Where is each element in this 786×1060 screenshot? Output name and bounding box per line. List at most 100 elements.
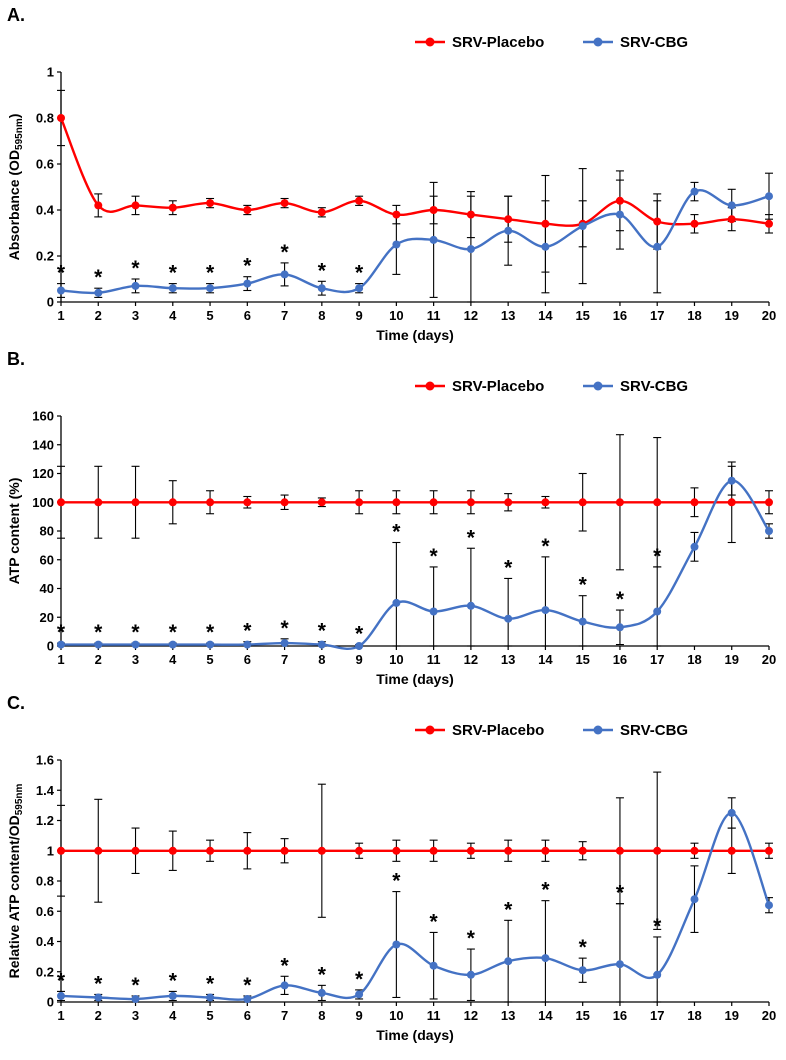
data-point [392, 940, 401, 949]
x-tick-label: 10 [389, 308, 403, 323]
x-tick-label: 15 [575, 652, 589, 667]
y-tick-label: 0.2 [36, 249, 54, 264]
y-tick-label: 100 [32, 495, 54, 510]
data-point [392, 598, 401, 607]
data-point [690, 219, 699, 228]
data-point [392, 240, 401, 249]
data-point [727, 498, 736, 507]
data-point [94, 201, 103, 210]
data-point [504, 215, 513, 224]
x-tick-label: 19 [725, 1008, 739, 1023]
x-tick-label: 3 [132, 1008, 139, 1023]
data-point [578, 846, 587, 855]
data-point [653, 607, 662, 616]
data-point [243, 498, 252, 507]
x-tick-label: 19 [725, 308, 739, 323]
data-point [466, 970, 475, 979]
data-point [94, 993, 103, 1002]
data-point [653, 242, 662, 251]
data-point [541, 954, 550, 963]
data-point [578, 222, 587, 231]
x-tick-label: 8 [318, 652, 325, 667]
data-point [317, 640, 326, 649]
data-point [243, 279, 252, 288]
x-tick-label: 4 [169, 652, 177, 667]
data-point [765, 901, 773, 910]
data-point [727, 808, 736, 817]
x-tick-label: 14 [538, 308, 553, 323]
data-point [578, 966, 587, 975]
series-line [60, 188, 770, 295]
significance-asterisk: * [206, 262, 215, 285]
data-point [57, 640, 65, 649]
x-tick-label: 5 [206, 652, 213, 667]
data-point [541, 606, 550, 615]
data-point [57, 286, 65, 295]
x-tick-label: 4 [169, 1008, 177, 1023]
y-tick-label: 1 [47, 843, 54, 858]
data-point [131, 640, 140, 649]
significance-asterisk: * [169, 621, 178, 644]
data-point [429, 235, 438, 244]
data-point [94, 288, 103, 297]
data-point [392, 498, 401, 507]
y-tick-label: 40 [40, 581, 54, 596]
data-point [168, 203, 177, 212]
x-axis-label: Time (days) [376, 1027, 454, 1043]
x-tick-label: 14 [538, 1008, 553, 1023]
data-point [429, 498, 438, 507]
significance-asterisk: * [579, 574, 588, 597]
significance-asterisk: * [243, 620, 252, 643]
x-tick-label: 15 [575, 308, 589, 323]
data-point [392, 210, 401, 219]
x-tick-label: 17 [650, 652, 664, 667]
data-point [355, 642, 364, 650]
x-tick-label: 20 [762, 308, 776, 323]
y-tick-label: 1 [47, 65, 54, 80]
data-point [578, 617, 587, 626]
data-point [504, 226, 513, 235]
data-point [94, 846, 103, 855]
legend-marker [425, 37, 435, 47]
x-tick-label: 9 [355, 308, 362, 323]
x-tick-label: 7 [281, 308, 288, 323]
data-point [653, 846, 662, 855]
legend-marker [593, 725, 603, 735]
y-tick-label: 0.4 [36, 934, 55, 949]
data-point [206, 199, 215, 208]
y-tick-label: 0.8 [36, 874, 54, 889]
significance-asterisk: * [57, 621, 66, 644]
data-point [429, 846, 438, 855]
significance-asterisk: * [280, 241, 289, 264]
y-tick-label: 60 [40, 552, 54, 567]
significance-asterisk: * [94, 972, 103, 995]
data-point [131, 846, 140, 855]
data-point [317, 498, 326, 507]
significance-asterisk: * [392, 870, 401, 893]
significance-asterisk: * [243, 974, 252, 997]
data-point [615, 196, 624, 205]
y-axis-label: ATP content (%) [6, 478, 22, 585]
significance-asterisk: * [355, 623, 364, 646]
legend-label: SRV-Placebo [452, 378, 544, 395]
significance-asterisk: * [318, 620, 327, 643]
data-point [690, 846, 699, 855]
significance-asterisk: * [206, 972, 215, 995]
data-point [94, 498, 103, 507]
data-point [280, 639, 289, 648]
data-point [504, 614, 513, 623]
x-tick-label: 5 [206, 308, 213, 323]
data-point [765, 846, 773, 855]
x-tick-label: 18 [687, 652, 701, 667]
x-tick-label: 10 [389, 1008, 403, 1023]
y-tick-label: 0 [47, 295, 54, 310]
significance-asterisk: * [131, 621, 140, 644]
data-point [653, 217, 662, 226]
data-point [168, 640, 177, 649]
panel-label-a: A. [7, 5, 25, 25]
data-point [615, 210, 624, 219]
data-point [466, 245, 475, 254]
legend-label: SRV-Placebo [452, 34, 544, 51]
x-tick-label: 12 [464, 1008, 478, 1023]
significance-asterisk: * [169, 262, 178, 285]
